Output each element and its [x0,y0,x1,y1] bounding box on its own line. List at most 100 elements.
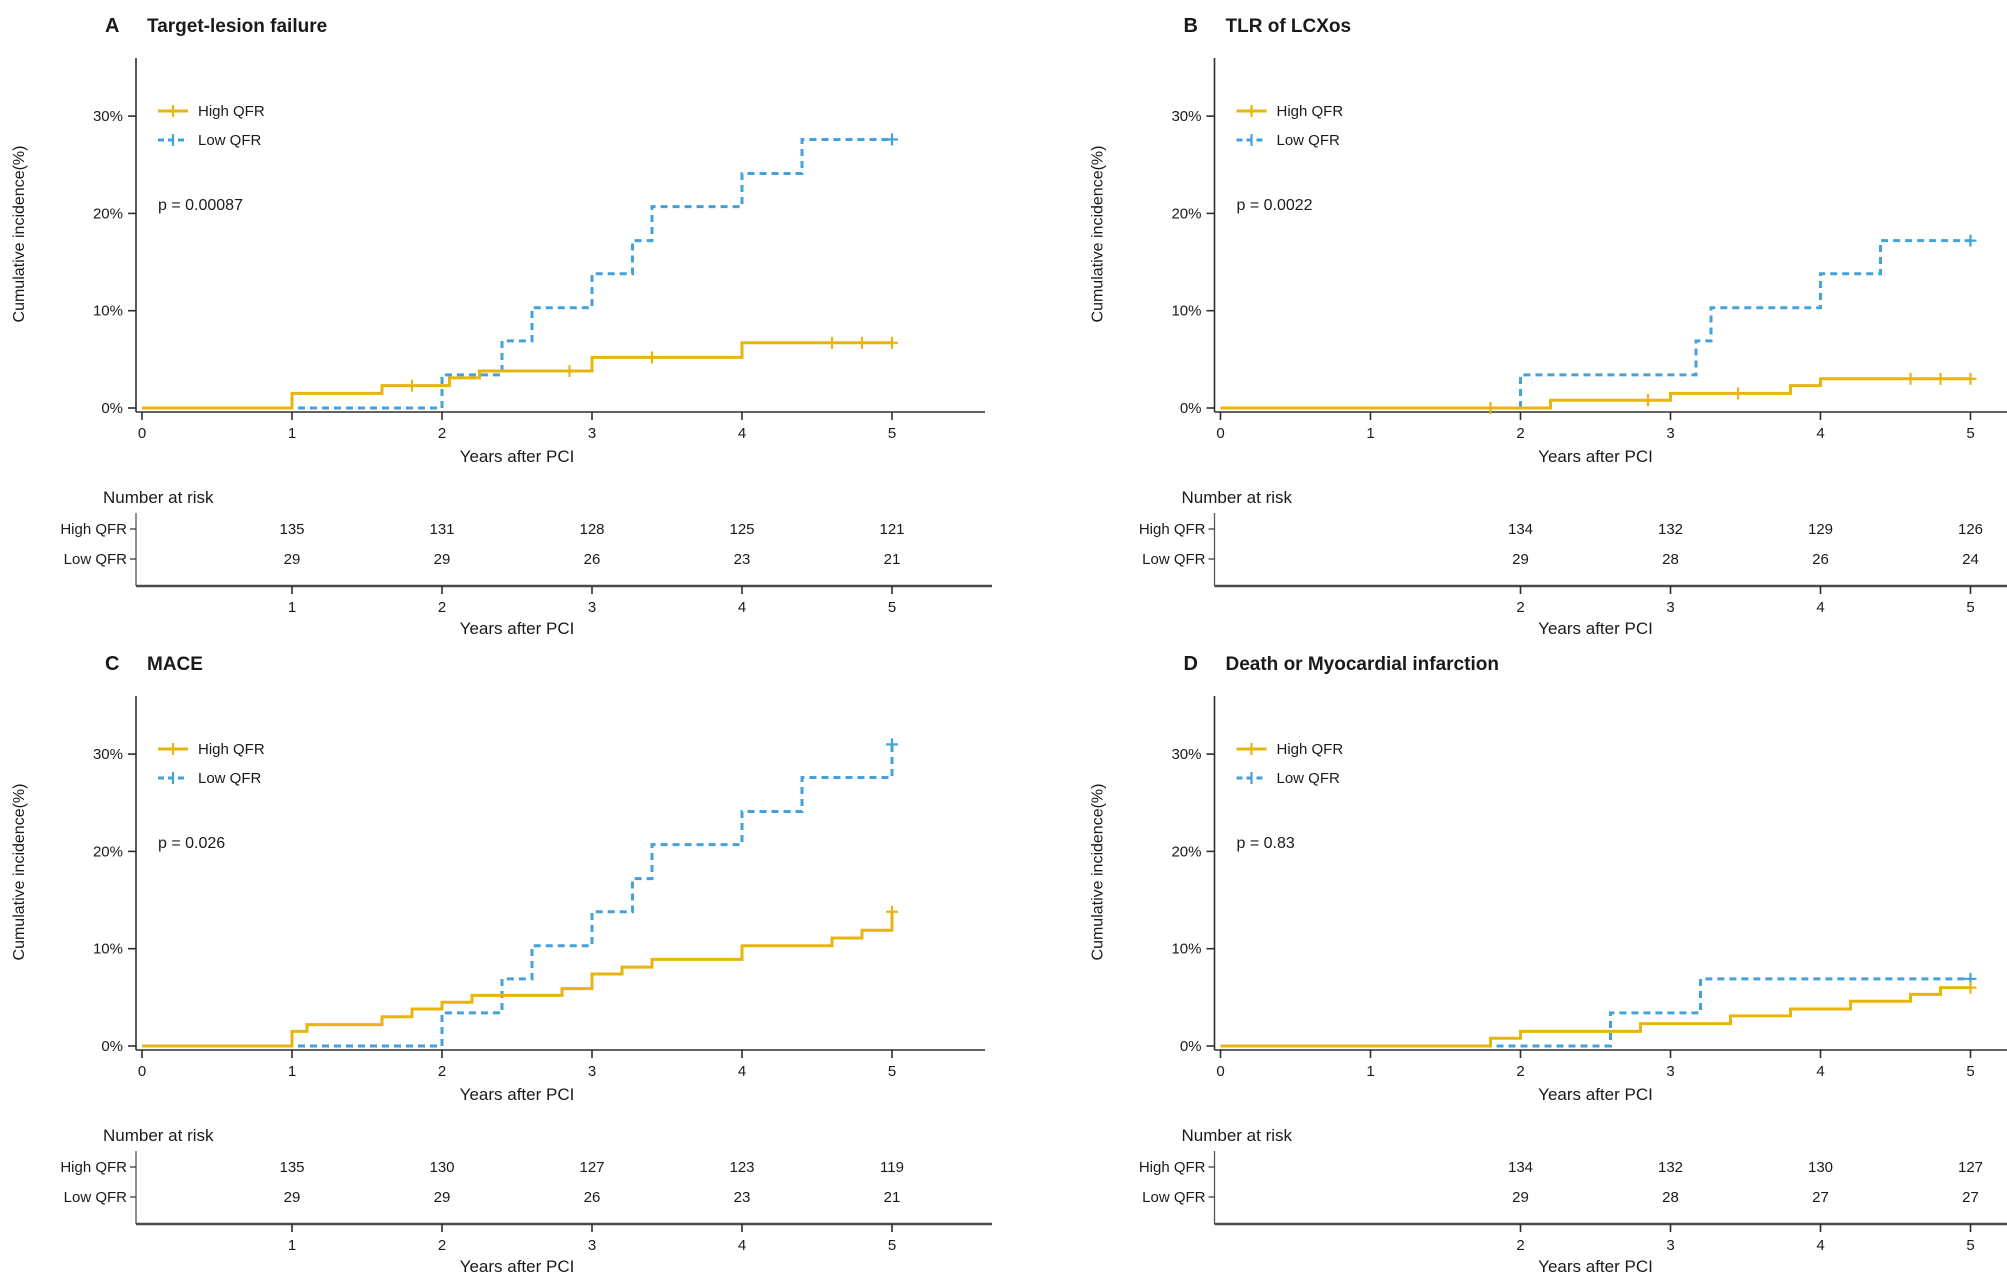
p-value-label: p = 0.83 [1237,835,1295,852]
legend-high-qfr-label: High QFR [198,741,265,758]
x-tick-label: 5 [1966,1063,1974,1080]
high-qfr-curve [142,341,892,410]
low-qfr-curve [1220,977,1971,1048]
y-tick-label: 30% [93,108,123,125]
risk-count: 23 [734,1189,751,1206]
high-qfr-curve [1220,986,1971,1048]
risk-row-label-low-qfr: Low QFR [64,551,128,568]
risk-count: 23 [734,551,751,568]
y-axis-title: Cumulative incidence(%) [1090,784,1107,961]
risk-table-header: Number at risk [1182,1126,1293,1145]
risk-table-header: Number at risk [103,488,214,507]
risk-count: 130 [1808,1159,1833,1176]
risk-x-tick-label: 4 [738,599,746,616]
y-tick-label: 0% [101,1038,123,1055]
panel-title: Target-lesion failure [147,16,327,37]
risk-count: 28 [1662,1189,1679,1206]
panel-c-chart: C MACE 0% 10% 20% 30% Cumulative incidence(%) 0… [11,653,992,1276]
x-tick-label: 3 [588,1063,596,1080]
low-qfr-curve [1220,239,1971,410]
risk-count: 24 [1962,551,1979,568]
risk-count: 29 [1512,1189,1529,1206]
x-tick-label: 2 [1516,425,1524,442]
risk-x-axis-title: Years after PCI [1538,619,1653,638]
x-tick-label: 1 [288,425,296,442]
risk-x-tick-label: 2 [1516,599,1524,616]
legend-low-qfr-label: Low QFR [1277,132,1341,149]
risk-row-label-high-qfr: High QFR [60,1159,127,1176]
risk-count: 26 [584,1189,601,1206]
low-qfr-curve [142,744,894,1048]
y-tick-label: 20% [1171,205,1201,222]
risk-count: 29 [1512,551,1529,568]
p-value-label: p = 0.0022 [1237,197,1313,214]
risk-count: 29 [284,1189,301,1206]
x-tick-label: 1 [1366,1063,1374,1080]
legend-low-qfr-label: Low QFR [198,770,262,787]
risk-count: 27 [1812,1189,1829,1206]
risk-x-tick-label: 4 [1816,1237,1824,1254]
x-tick-label: 2 [438,425,446,442]
x-tick-label: 1 [1366,425,1374,442]
risk-x-tick-label: 2 [438,1237,446,1254]
risk-x-tick-label: 3 [588,1237,596,1254]
x-tick-label: 5 [1966,425,1974,442]
x-tick-label: 5 [888,1063,896,1080]
risk-count: 121 [879,521,904,538]
x-tick-label: 2 [438,1063,446,1080]
y-tick-label: 30% [1171,746,1201,763]
risk-count: 132 [1658,1159,1683,1176]
panel-d: D Death or Myocardial infarction 0% 10% 20% 3… [1003,638,2007,1276]
y-tick-label: 10% [1171,941,1201,958]
risk-count: 127 [1958,1159,1983,1176]
x-tick-label: 3 [588,425,596,442]
low-qfr-curve [142,137,892,410]
legend-low-qfr-label: Low QFR [198,132,262,149]
risk-x-axis-title: Years after PCI [460,1257,575,1276]
risk-count: 127 [579,1159,604,1176]
risk-x-tick-label: 3 [1666,1237,1674,1254]
risk-x-tick-label: 1 [288,1237,296,1254]
risk-row-label-low-qfr: Low QFR [1142,1189,1206,1206]
risk-count: 125 [729,521,754,538]
x-axis-title: Years after PCI [1538,1085,1653,1104]
panel-letter: A [105,15,119,37]
risk-count: 26 [1812,551,1829,568]
risk-x-tick-label: 4 [738,1237,746,1254]
x-tick-label: 1 [288,1063,296,1080]
legend-high-qfr-label: High QFR [1277,741,1344,758]
y-axis-title: Cumulative incidence(%) [1090,146,1107,323]
y-tick-label: 10% [1171,303,1201,320]
risk-count: 135 [279,1159,304,1176]
panel-letter: D [1184,653,1198,675]
y-tick-label: 20% [1171,843,1201,860]
panel-a-chart: A Target-lesion failure 0% 10% 20% 30% Cumulat… [11,15,992,638]
y-tick-label: 30% [93,746,123,763]
x-tick-label: 4 [1816,425,1824,442]
risk-row-label-high-qfr: High QFR [1139,1159,1206,1176]
p-value-label: p = 0.026 [158,835,225,852]
y-tick-label: 30% [1171,108,1201,125]
risk-count: 29 [434,551,451,568]
y-tick-label: 0% [1180,400,1202,417]
y-tick-label: 10% [93,303,123,320]
risk-count: 126 [1958,521,1983,538]
x-tick-label: 4 [1816,1063,1824,1080]
risk-count: 29 [284,551,301,568]
risk-x-axis-title: Years after PCI [460,619,575,638]
risk-x-tick-label: 3 [1666,599,1674,616]
risk-x-tick-label: 2 [438,599,446,616]
risk-count: 132 [1658,521,1683,538]
high-qfr-curve [142,911,894,1048]
risk-count: 129 [1808,521,1833,538]
risk-count: 21 [884,551,901,568]
y-tick-label: 20% [93,843,123,860]
risk-x-axis-title: Years after PCI [1538,1257,1653,1276]
risk-count: 131 [429,521,454,538]
x-tick-label: 4 [738,425,746,442]
risk-x-tick-label: 3 [588,599,596,616]
panel-letter: C [105,653,119,675]
x-axis-title: Years after PCI [460,1085,575,1104]
risk-count: 134 [1508,1159,1533,1176]
